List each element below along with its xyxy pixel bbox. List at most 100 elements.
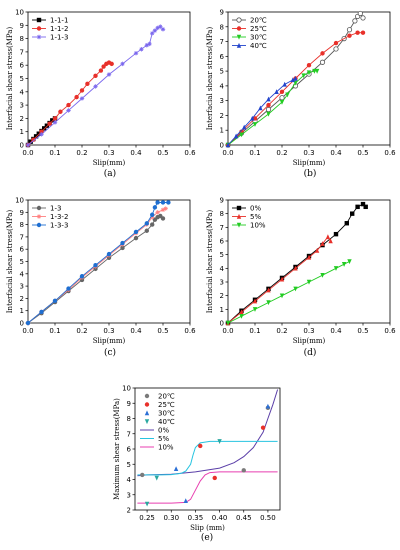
x-tick-label: 0.1	[49, 327, 60, 335]
data-point	[285, 92, 290, 98]
data-point	[333, 231, 339, 237]
y-axis-label: Interfacial shear stress(MPa)	[206, 27, 214, 131]
y-tick-label: 0	[220, 320, 224, 328]
data-point	[293, 286, 298, 292]
y-tick-label: 3	[20, 102, 24, 110]
legend-marker	[236, 205, 242, 211]
data-point	[79, 88, 85, 93]
x-tick-label: 0.0	[22, 327, 33, 335]
legend-marker	[36, 205, 42, 211]
x-tick-label: 0.4	[330, 149, 342, 157]
chart-panel-b: 0.0 0.1 0.2 0.3 0.4 0.5 0.6 0 1 2 3 4 5 6 7 8 9 Slip(mm) I…	[206, 9, 396, 180]
data-point	[357, 10, 363, 17]
x-tick-label: 0.2	[276, 149, 287, 157]
chart-panel-c: 0.0 0.1 0.2 0.3 0.4 0.5 0.6 0 1 2 3 4 5 6 7 8 9 10 Slip(mm…	[6, 197, 196, 359]
data-point	[44, 123, 50, 128]
legend-marker	[236, 222, 242, 228]
x-tick-label: 0.45	[236, 514, 252, 522]
data-point	[266, 300, 271, 306]
data-point	[306, 62, 312, 68]
data-point	[344, 221, 349, 226]
series-2	[25, 200, 171, 326]
legend-marker	[144, 393, 150, 399]
y-tick-label: 6	[220, 53, 225, 61]
x-tick-label: 0.4	[330, 327, 342, 335]
y-tick-label: 9	[220, 9, 224, 17]
data-point	[36, 131, 41, 136]
data-point	[66, 108, 71, 113]
data-point	[120, 61, 125, 67]
y-tick-label: 4	[20, 270, 25, 278]
y-tick-label: 5	[20, 258, 24, 266]
legend-label: 20℃	[250, 17, 267, 25]
legend-marker	[144, 402, 150, 407]
y-axis-label: Maximum shear stress(MPa)	[113, 398, 121, 500]
data-point	[252, 307, 258, 312]
legend-marker	[36, 214, 42, 219]
x-tick-label: 0.1	[249, 327, 260, 335]
data-point	[33, 134, 39, 139]
data-point	[360, 30, 366, 35]
data-point	[66, 102, 71, 108]
data-point	[158, 24, 163, 29]
series-1	[25, 60, 114, 148]
y-tick-label: 7	[20, 48, 24, 56]
data-point	[239, 132, 244, 138]
series-0	[225, 201, 368, 326]
x-tick-label: 0.5	[157, 327, 168, 335]
legend: 0%5%10%	[232, 205, 266, 230]
y-tick-label: 10	[122, 385, 131, 393]
legend-marker	[36, 26, 42, 31]
y-tick-label: 0	[220, 142, 224, 150]
y-tick-label: 2	[20, 295, 24, 303]
series-3	[225, 75, 298, 148]
data-point	[360, 201, 366, 207]
x-tick-label: 0.0	[222, 327, 233, 335]
data-point	[320, 241, 325, 246]
y-tick-label: 4	[20, 88, 25, 96]
legend-marker	[36, 17, 42, 23]
data-point	[333, 266, 339, 271]
x-tick-label: 0.3	[103, 327, 114, 335]
data-point	[314, 68, 320, 74]
data-point	[52, 298, 58, 304]
legend-marker	[236, 42, 242, 48]
legend-label: 0%	[158, 427, 169, 435]
series-3	[144, 439, 222, 507]
legend-marker	[36, 34, 42, 40]
x-tick-label: 0.0	[222, 149, 233, 157]
y-tick-label: 4	[220, 265, 225, 273]
x-tick-label: 0.4	[130, 149, 142, 157]
y-tick-label: 3	[220, 279, 224, 287]
legend-label: 0%	[250, 205, 261, 213]
y-axis-label: Interfacial shear stress(MPa)	[6, 210, 14, 314]
y-tick-label: 7	[20, 233, 24, 241]
data-point	[319, 59, 326, 65]
data-point	[93, 73, 98, 79]
data-point	[144, 221, 149, 226]
data-point	[306, 254, 312, 260]
data-point	[333, 40, 339, 46]
y-tick-label: 5	[20, 75, 24, 83]
data-point	[239, 313, 244, 319]
data-point	[133, 235, 139, 241]
y-tick-label: 2	[220, 112, 224, 120]
data-point	[314, 247, 320, 253]
x-tick-label: 0.3	[103, 149, 114, 157]
data-point	[250, 115, 255, 121]
data-point	[239, 309, 244, 315]
data-point	[160, 207, 166, 213]
y-axis-label: Interfacial shear stress(MPa)	[206, 210, 214, 314]
data-point	[28, 139, 33, 144]
x-tick-label: 0.30	[163, 514, 179, 522]
y-tick-label: 7	[220, 224, 224, 232]
legend-label: 5%	[158, 435, 169, 443]
data-point	[266, 102, 271, 108]
data-point	[352, 18, 358, 24]
data-point	[39, 132, 44, 137]
y-tick-label: 7	[220, 38, 224, 46]
y-tick-label: 1	[20, 307, 24, 315]
panel-caption: (c)	[104, 347, 116, 358]
x-tick-label: 0.6	[184, 327, 196, 335]
